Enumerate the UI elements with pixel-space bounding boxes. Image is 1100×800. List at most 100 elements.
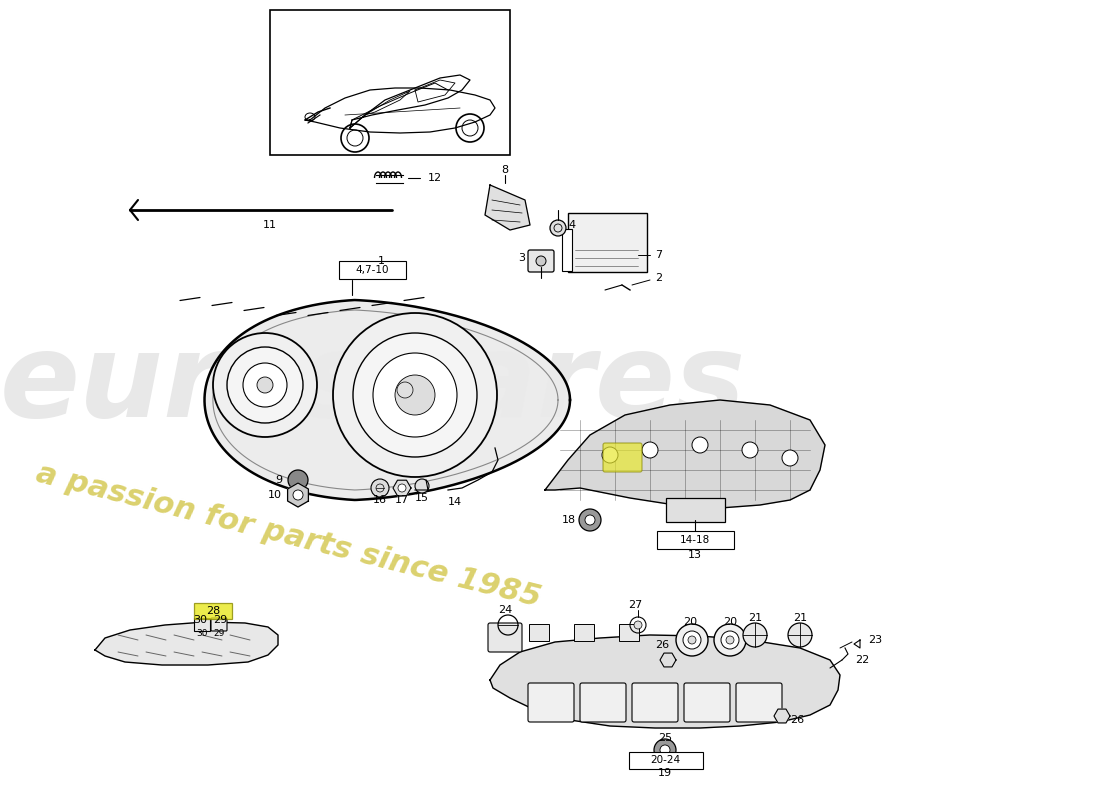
Text: 10: 10: [268, 490, 282, 500]
Circle shape: [688, 636, 696, 644]
Circle shape: [293, 490, 303, 500]
Text: 27: 27: [628, 600, 642, 610]
Text: 19: 19: [658, 768, 672, 778]
Text: 14: 14: [448, 497, 462, 507]
Circle shape: [726, 636, 734, 644]
Circle shape: [398, 484, 406, 492]
Text: a passion for parts since 1985: a passion for parts since 1985: [33, 459, 544, 613]
Text: 9: 9: [275, 475, 282, 485]
Polygon shape: [287, 483, 308, 507]
Circle shape: [288, 470, 308, 490]
Circle shape: [676, 624, 708, 656]
Text: 26: 26: [790, 715, 804, 725]
Circle shape: [243, 363, 287, 407]
Polygon shape: [485, 185, 530, 230]
Text: 22: 22: [855, 655, 869, 665]
Text: 4: 4: [568, 220, 575, 230]
FancyBboxPatch shape: [528, 683, 574, 722]
Text: 30: 30: [196, 630, 208, 638]
Text: 1: 1: [378, 256, 385, 266]
FancyBboxPatch shape: [562, 229, 572, 271]
Text: eurospares: eurospares: [0, 326, 746, 442]
Circle shape: [742, 442, 758, 458]
FancyBboxPatch shape: [684, 683, 730, 722]
Circle shape: [654, 739, 676, 761]
Circle shape: [333, 313, 497, 477]
FancyBboxPatch shape: [580, 683, 626, 722]
Circle shape: [782, 450, 797, 466]
Text: 2: 2: [654, 273, 662, 283]
Text: 11: 11: [263, 220, 277, 230]
FancyBboxPatch shape: [657, 531, 734, 549]
Text: 12: 12: [428, 173, 442, 183]
Text: 30: 30: [192, 615, 207, 625]
Text: 21: 21: [793, 613, 807, 623]
Text: 7: 7: [654, 250, 662, 260]
Circle shape: [585, 515, 595, 525]
Circle shape: [227, 347, 302, 423]
Circle shape: [602, 447, 618, 463]
Circle shape: [373, 353, 456, 437]
FancyBboxPatch shape: [632, 683, 678, 722]
Circle shape: [397, 382, 412, 398]
Circle shape: [536, 256, 546, 266]
FancyBboxPatch shape: [488, 623, 522, 652]
Circle shape: [660, 745, 670, 755]
Circle shape: [642, 442, 658, 458]
Circle shape: [634, 621, 642, 629]
FancyBboxPatch shape: [666, 498, 725, 522]
Circle shape: [415, 479, 429, 493]
Text: 20: 20: [683, 617, 697, 627]
Polygon shape: [544, 400, 825, 508]
Text: 16: 16: [373, 495, 387, 505]
Text: 21: 21: [748, 613, 762, 623]
Text: 20-24: 20-24: [650, 755, 680, 765]
Circle shape: [371, 479, 389, 497]
FancyBboxPatch shape: [603, 443, 642, 472]
Circle shape: [395, 375, 434, 415]
Text: 17: 17: [395, 495, 409, 505]
FancyBboxPatch shape: [574, 624, 594, 641]
FancyBboxPatch shape: [339, 261, 406, 279]
Text: 25: 25: [658, 733, 672, 743]
Text: 20: 20: [723, 617, 737, 627]
FancyBboxPatch shape: [529, 624, 549, 641]
FancyBboxPatch shape: [194, 618, 210, 631]
Text: 28: 28: [206, 606, 220, 616]
FancyBboxPatch shape: [736, 683, 782, 722]
Polygon shape: [95, 622, 278, 665]
Circle shape: [353, 333, 477, 457]
Text: 8: 8: [502, 165, 508, 175]
Circle shape: [692, 437, 708, 453]
Circle shape: [714, 624, 746, 656]
Circle shape: [683, 631, 701, 649]
FancyBboxPatch shape: [629, 752, 703, 769]
Circle shape: [257, 377, 273, 393]
FancyBboxPatch shape: [211, 618, 227, 631]
Polygon shape: [660, 653, 676, 667]
Circle shape: [720, 631, 739, 649]
Text: 14-18: 14-18: [680, 535, 711, 545]
Circle shape: [213, 333, 317, 437]
Polygon shape: [774, 709, 790, 723]
Circle shape: [742, 623, 767, 647]
FancyBboxPatch shape: [270, 10, 510, 155]
Polygon shape: [205, 300, 570, 500]
Text: 24: 24: [498, 605, 513, 615]
FancyBboxPatch shape: [568, 213, 647, 272]
Polygon shape: [393, 480, 411, 496]
Text: 26: 26: [654, 640, 669, 650]
Text: 18: 18: [562, 515, 576, 525]
Circle shape: [788, 623, 812, 647]
FancyBboxPatch shape: [528, 250, 554, 272]
Polygon shape: [490, 635, 840, 728]
Text: 15: 15: [415, 493, 429, 503]
Text: 29: 29: [213, 615, 227, 625]
Text: 3: 3: [518, 253, 525, 263]
Circle shape: [550, 220, 566, 236]
FancyBboxPatch shape: [194, 603, 232, 619]
Text: 29: 29: [213, 630, 224, 638]
Text: 23: 23: [868, 635, 882, 645]
Text: 4,7-10: 4,7-10: [355, 265, 388, 275]
FancyBboxPatch shape: [619, 624, 639, 641]
